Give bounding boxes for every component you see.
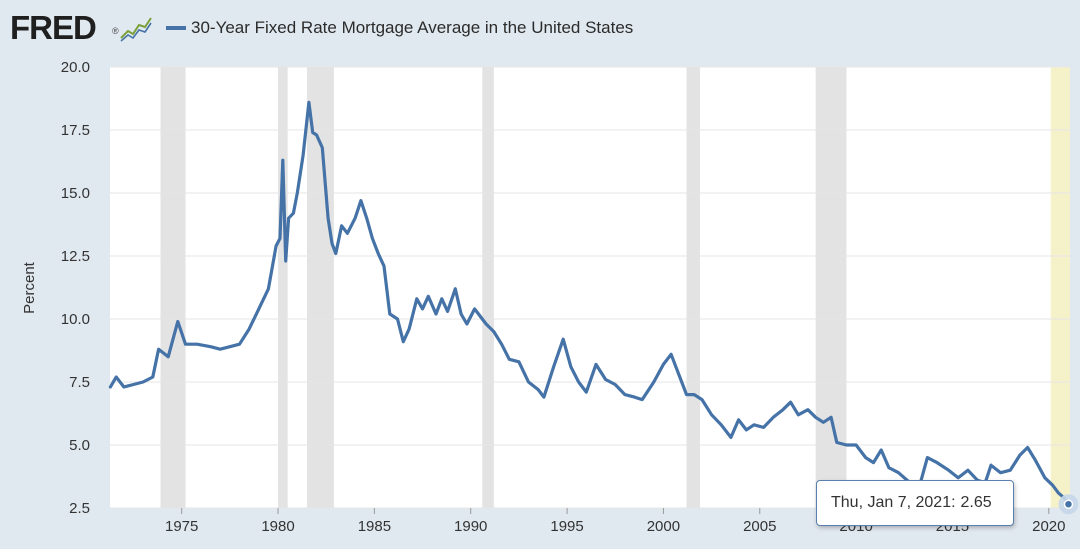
recession-band-6: [815, 67, 847, 508]
y-tick-label: 5.0: [69, 437, 90, 454]
recession-band-3: [306, 67, 334, 508]
x-tick-label: 1975: [165, 518, 198, 535]
hover-marker-point[interactable]: [1063, 499, 1074, 509]
fred-logo-registered-mark: ®: [112, 26, 119, 36]
x-tick-label: 1985: [358, 518, 391, 535]
x-tick-label: 2005: [743, 518, 776, 535]
y-tick-label: 10.0: [61, 311, 90, 328]
fred-logo[interactable]: FRED: [10, 9, 97, 46]
y-tick-label: 2.5: [69, 500, 90, 517]
y-tick-label: 20.0: [61, 59, 90, 76]
highlight-band: [1050, 67, 1070, 508]
y-axis-title: Percent: [21, 261, 38, 314]
x-tick-label: 1990: [454, 518, 487, 535]
data-tooltip: Thu, Jan 7, 2021: 2.65: [816, 480, 1014, 526]
series-line-mortgage-rate[interactable]: [108, 100, 1071, 506]
y-tick-label: 15.0: [61, 185, 90, 202]
x-tick-label: 2000: [647, 518, 680, 535]
tooltip-value: 2.65: [960, 494, 992, 511]
recession-band-2: [278, 67, 288, 508]
recession-band-1: [160, 67, 186, 508]
x-tick-label: 1980: [261, 518, 294, 535]
legend[interactable]: 30-Year Fixed Rate Mortgage Average in t…: [166, 16, 633, 40]
recession-shading: [160, 67, 847, 508]
fred-graph-icon: [120, 17, 152, 42]
y-tick-label: 17.5: [61, 122, 90, 139]
plot-area: [110, 67, 1070, 508]
x-tick-label: 1995: [550, 518, 583, 535]
y-tick-label: 7.5: [69, 374, 90, 391]
recession-band-4: [482, 67, 494, 508]
chart-header: FRED ® 30-Year Fixed Rate Mortgage Avera…: [0, 0, 1080, 56]
recession-band-5: [686, 67, 701, 508]
legend-series-label[interactable]: 30-Year Fixed Rate Mortgage Average in t…: [191, 18, 634, 37]
x-tick-label: 2020: [1032, 518, 1065, 535]
tooltip-date: Thu, Jan 7, 2021:: [831, 494, 956, 511]
y-axis-ticks: 2.5 5.0 7.5 10.0 12.5 15.0 17.5 20.0: [61, 59, 90, 517]
gridlines: [110, 66, 1070, 509]
legend-line-swatch: [166, 26, 186, 30]
y-tick-label: 12.5: [61, 248, 90, 265]
